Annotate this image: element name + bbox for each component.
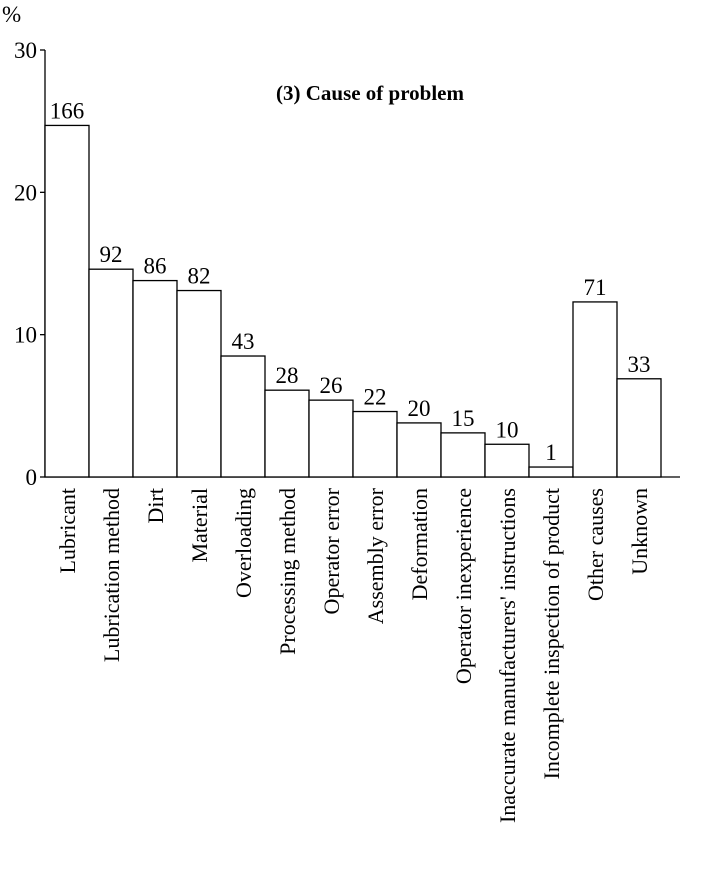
bar-data-label: 71: [584, 275, 607, 300]
bar: [484, 443, 530, 478]
chart-title: (3) Cause of problem: [276, 81, 465, 105]
y-axis-unit-label: %: [2, 2, 21, 27]
y-tick-label: 20: [14, 180, 37, 205]
bar: [132, 279, 178, 478]
bar: [220, 355, 266, 478]
x-category-label: Overloading: [231, 488, 256, 598]
bar-data-label: 26: [320, 373, 343, 398]
y-tick-label: 30: [14, 38, 37, 63]
bars: [44, 124, 662, 478]
bar: [440, 432, 486, 478]
bar: [396, 422, 442, 478]
x-category-label: Deformation: [407, 488, 432, 600]
y-tick-label: 10: [14, 323, 37, 348]
x-category-label: Operator inexperience: [451, 488, 476, 684]
bar-data-label: 20: [408, 396, 431, 421]
bar-data-label: 1: [545, 440, 557, 465]
bar: [176, 289, 222, 478]
bar: [572, 301, 618, 478]
x-category-label: Lubricant: [55, 488, 80, 574]
bar-data-label: 92: [100, 242, 123, 267]
bar-data-label: 10: [496, 417, 519, 442]
bar: [308, 399, 354, 478]
x-category-label: Other causes: [583, 488, 608, 601]
bar: [264, 389, 310, 478]
x-category-label: Processing method: [275, 488, 300, 655]
bar: [528, 466, 574, 478]
x-category-label: Inaccurate manufacturers' instructions: [495, 488, 520, 823]
bar-data-label: 166: [50, 98, 85, 123]
bar-data-label: 82: [188, 264, 211, 289]
bar: [616, 378, 662, 478]
y-tick-label: 0: [26, 465, 38, 490]
category-labels: Lubricant Lubrication method Dirt Material O…: [55, 487, 652, 823]
bar-data-label: 33: [628, 352, 651, 377]
bar: [44, 124, 90, 478]
bar-data-label: 28: [276, 363, 299, 388]
bar: [352, 410, 398, 478]
x-category-label: Incomplete inspection of product: [539, 488, 564, 779]
bar-data-label: 86: [144, 254, 167, 279]
x-category-label: Assembly error: [363, 487, 388, 624]
x-category-label: Operator error: [319, 487, 344, 614]
x-category-label: Unknown: [627, 488, 652, 575]
bar-data-label: 43: [232, 329, 255, 354]
data-labels: 166 92 86 82 43 28 26 22 20 15 10 1 71 33: [50, 98, 651, 465]
x-category-label: Dirt: [143, 488, 168, 523]
x-category-label: Lubrication method: [99, 488, 124, 662]
x-category-label: Material: [187, 488, 212, 563]
bar-data-label: 22: [364, 385, 387, 410]
bar-data-label: 15: [452, 406, 475, 431]
bar: [88, 268, 134, 478]
